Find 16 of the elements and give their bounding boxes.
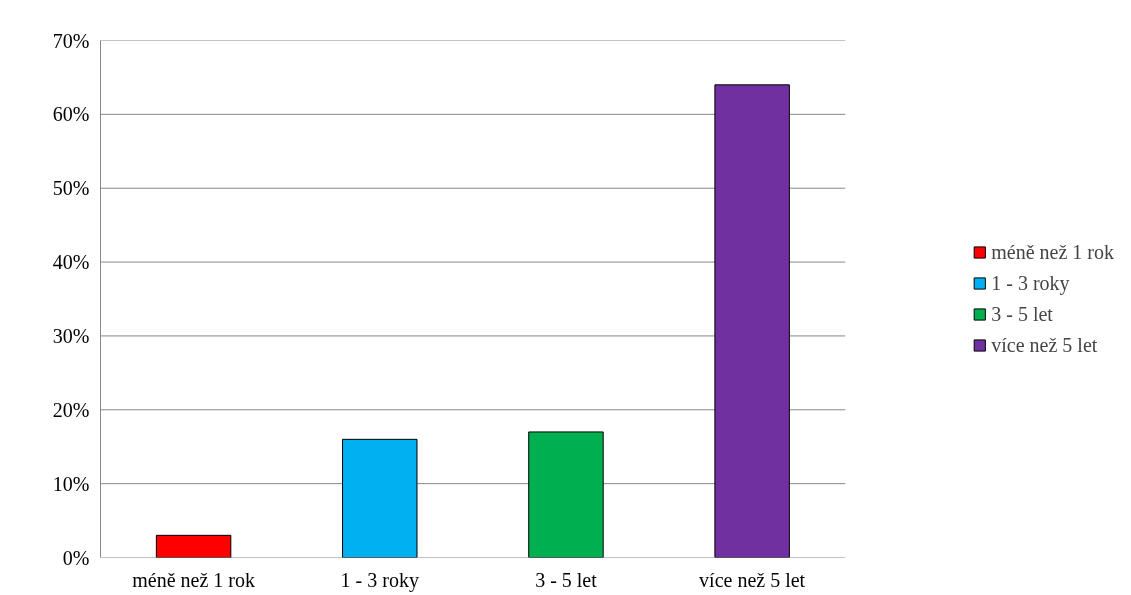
y-tick-label: 50% — [52, 177, 90, 200]
y-tick-label: 70% — [52, 29, 90, 52]
x-tick-label: 1 - 3 roky — [340, 568, 419, 592]
x-tick-label: méně než 1 rok — [132, 568, 255, 591]
x-tick-label: 3 - 5 let — [535, 568, 598, 591]
y-tick-label: 0% — [62, 546, 90, 569]
legend-label: více než 5 let — [991, 333, 1098, 357]
y-tick-label: 60% — [52, 103, 90, 126]
legend-label: méně než 1 rok — [991, 240, 1114, 264]
y-tick-label: 40% — [52, 251, 90, 274]
y-tick-label: 10% — [52, 472, 90, 495]
y-tick-label: 20% — [52, 398, 90, 421]
legend-label: 1 - 3 roky — [991, 271, 1070, 295]
y-tick-label: 30% — [52, 324, 90, 347]
x-tick-label: více než 5 let — [699, 568, 806, 591]
legend-label: 3 - 5 let — [991, 302, 1053, 326]
